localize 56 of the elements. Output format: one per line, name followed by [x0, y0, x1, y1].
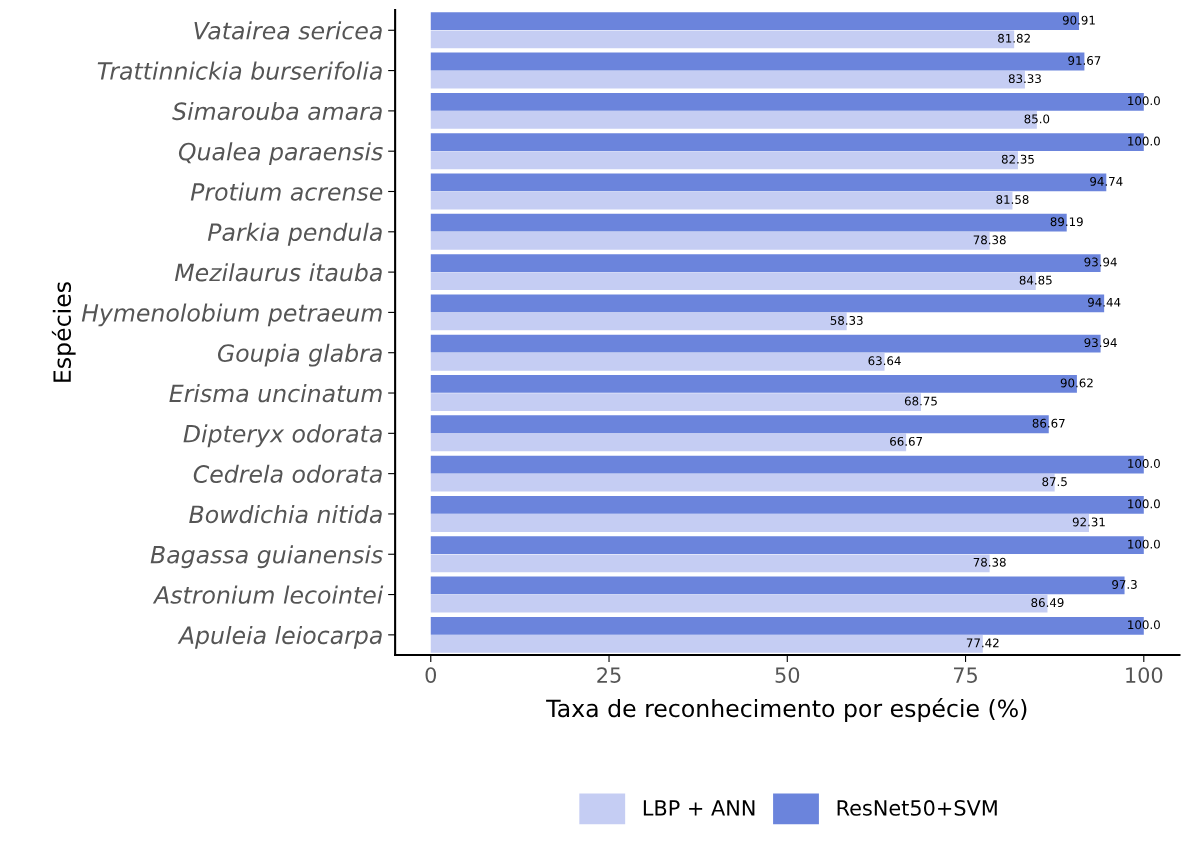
- y-tick-label: Vatairea sericea: [194, 21, 382, 40]
- x-tick-label: 50: [775, 667, 800, 683]
- data-label: 82.35: [1001, 154, 1034, 164]
- data-label: 85.0: [1024, 114, 1050, 124]
- data-label: 83.33: [1008, 74, 1041, 84]
- data-label: 94.44: [1088, 297, 1121, 307]
- data-label: 100.0: [1128, 499, 1160, 509]
- data-label: 84.85: [1019, 275, 1052, 285]
- y-tick-label: Protium acrense: [190, 182, 383, 201]
- y-tick-label: Apuleia leiocarpa: [177, 625, 382, 649]
- data-label: 66.67: [890, 436, 923, 446]
- y-tick-label: Dipteryx odorata: [183, 424, 382, 448]
- data-label: 100.0: [1128, 620, 1160, 630]
- x-axis-title: Taxa de reconhecimento por espécie (%): [546, 698, 1027, 722]
- data-label: 93.94: [1084, 338, 1117, 348]
- data-label: 100.0: [1128, 96, 1160, 106]
- data-label: 86.67: [1032, 418, 1065, 428]
- y-tick-label: Simarouba amara: [172, 101, 382, 121]
- y-tick-label: Astronium lecointei: [152, 585, 384, 604]
- data-label: 91.67: [1068, 56, 1101, 65]
- data-label: 78.38: [973, 557, 1006, 567]
- data-label: 90.91: [1062, 15, 1095, 25]
- y-tick-label: Mezilaurus itauba: [174, 263, 382, 282]
- x-tick-label: 75: [954, 667, 977, 683]
- y-tick-label: Bowdichia nitida: [189, 504, 382, 524]
- data-label: 81.82: [998, 33, 1030, 43]
- legend-label: ResNet50+SVM: [837, 800, 997, 816]
- legend-label: LBP + ANN: [643, 800, 755, 816]
- y-tick-label: Trattinnickia burserifolia: [97, 61, 382, 80]
- data-label: 68.75: [904, 396, 937, 406]
- data-label: 100.0: [1128, 136, 1160, 146]
- data-label: 97.3: [1112, 579, 1137, 589]
- data-label: 100.0: [1128, 459, 1160, 468]
- x-tick-label: 25: [597, 667, 621, 683]
- data-label: 86.49: [1031, 598, 1064, 608]
- data-label: 87.5: [1042, 477, 1067, 487]
- y-tick-label: Qualea paraensis: [178, 142, 383, 166]
- y-axis-title: Espécies: [51, 282, 76, 382]
- data-label: 94.74: [1090, 176, 1123, 186]
- y-tick-label: Bagassa guianensis: [150, 545, 383, 569]
- y-tick-label: Hymenolobium petraeum: [81, 303, 382, 327]
- y-tick-label: Cedrela odorata: [193, 464, 382, 483]
- data-label: 77.42: [966, 638, 999, 648]
- data-label: 81.58: [996, 195, 1029, 204]
- y-tick-label: Goupia glabra: [217, 343, 382, 367]
- data-label: 78.38: [973, 235, 1006, 245]
- x-tick-label: 100: [1126, 667, 1163, 683]
- data-label: 89.19: [1050, 217, 1083, 227]
- y-tick-label: Parkia pendula: [207, 222, 382, 246]
- data-label: 100.0: [1128, 539, 1160, 549]
- y-tick-label: Erisma uncinatum: [169, 384, 382, 403]
- data-label: 63.64: [868, 356, 901, 366]
- x-tick-label: 0: [425, 667, 437, 683]
- data-label: 92.31: [1072, 517, 1105, 527]
- data-label: 58.33: [830, 315, 863, 325]
- data-label: 93.94: [1084, 257, 1117, 267]
